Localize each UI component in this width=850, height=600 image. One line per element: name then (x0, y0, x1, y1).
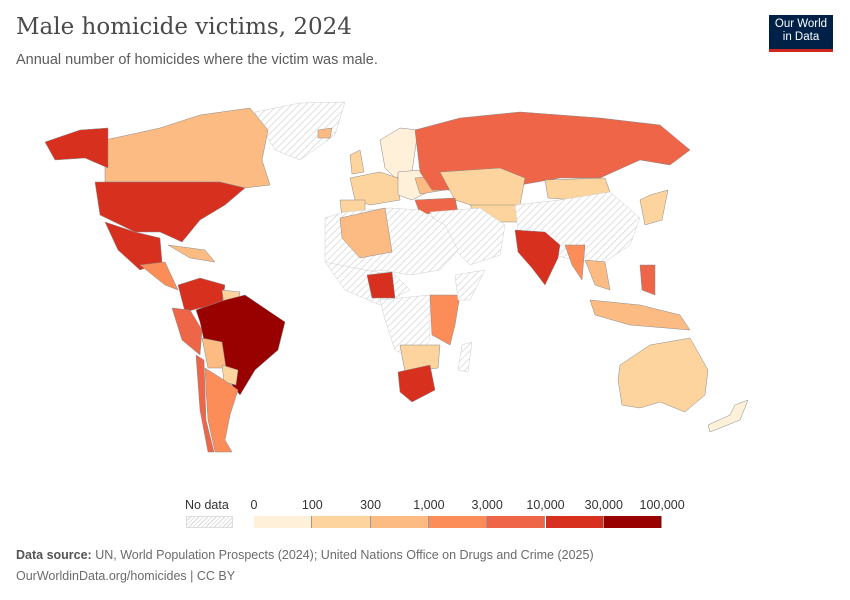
region-canada[interactable] (104, 107, 271, 189)
legend-no-data-swatch (186, 516, 233, 528)
region-algeria-morocco[interactable] (339, 207, 393, 259)
data-source-text[interactable]: UN, World Population Prospects (2024); U… (95, 548, 594, 562)
region-iceland[interactable] (317, 127, 333, 139)
region-peru-ecuador[interactable] (171, 307, 203, 356)
legend-tick-label: 10,000 (526, 498, 565, 512)
region-south-africa[interactable] (397, 364, 436, 403)
legend-bin[interactable] (370, 516, 429, 528)
region-paraguay[interactable] (221, 364, 239, 386)
chart-title: Male homicide victims, 2024 (16, 14, 352, 40)
legend-tick-label: 0 (250, 498, 258, 512)
region-india[interactable] (514, 229, 561, 286)
region-madagascar[interactable] (457, 341, 473, 373)
region-alaska[interactable] (44, 127, 109, 169)
data-source-label: Data source: (16, 548, 92, 562)
legend-bin[interactable] (603, 516, 663, 528)
url-license[interactable]: OurWorldinData.org/homicides | CC BY (16, 569, 236, 583)
region-new-zealand[interactable] (707, 399, 749, 433)
legend-bin[interactable] (312, 516, 371, 528)
region-philippines[interactable] (639, 264, 656, 296)
legend-tick-label: 300 (360, 498, 382, 512)
legend-bin[interactable] (254, 516, 313, 528)
legend-tick-label: 30,000 (584, 498, 623, 512)
owid-logo[interactable]: Our World in Data (769, 15, 833, 52)
region-caribbean[interactable] (167, 244, 216, 263)
region-central-america[interactable] (139, 261, 179, 291)
region-nigeria[interactable] (366, 271, 396, 299)
region-australia[interactable] (617, 337, 709, 413)
region-usa[interactable] (94, 181, 246, 243)
legend-tick-label: 100,000 (639, 498, 685, 512)
region-chile[interactable] (195, 354, 215, 453)
legend-tick-label: 1,000 (413, 498, 445, 512)
region-east-africa[interactable] (429, 294, 461, 346)
legend-bin[interactable] (428, 516, 488, 528)
region-argentina[interactable] (204, 367, 239, 453)
region-southeast-asia[interactable] (584, 259, 611, 291)
legend-bin[interactable] (545, 516, 604, 528)
region-bangladesh-myanmar[interactable] (564, 244, 586, 281)
legend-bin[interactable] (487, 516, 546, 528)
chart-subtitle: Annual number of homicides where the vic… (16, 52, 378, 68)
region-horn[interactable] (454, 269, 486, 301)
region-mexico[interactable] (104, 221, 163, 271)
data-source: Data source: UN, World Population Prospe… (16, 548, 594, 562)
world-map[interactable] (0, 95, 850, 495)
region-uk[interactable] (349, 149, 365, 175)
legend-tick-label: 3,000 (471, 498, 503, 512)
legend-tick-label: 100 (301, 498, 323, 512)
region-indonesia[interactable] (589, 299, 691, 331)
region-korea-japan[interactable] (639, 189, 669, 226)
legend-no-data-label: No data (185, 498, 229, 512)
